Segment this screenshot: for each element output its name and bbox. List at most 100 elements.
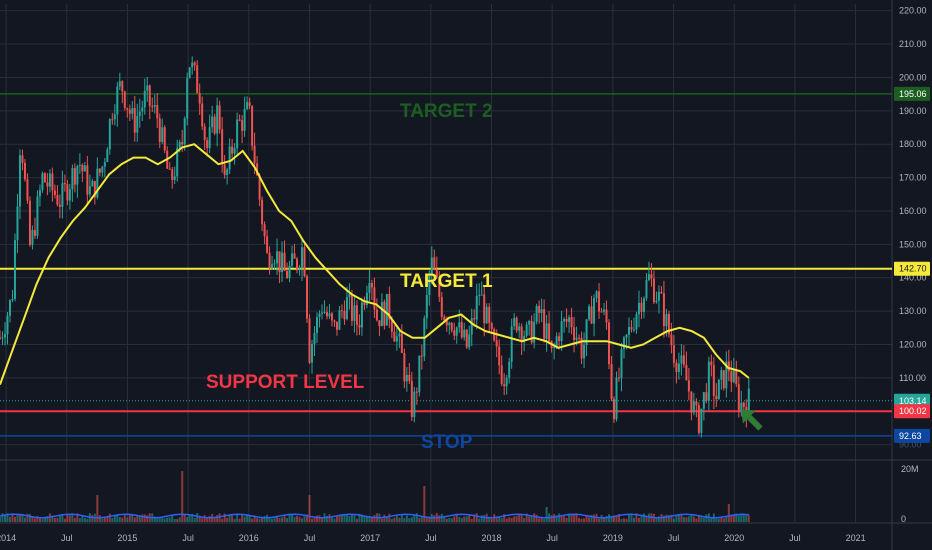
volume-bar — [365, 516, 368, 522]
candle-body — [568, 317, 571, 322]
volume-bar — [732, 515, 735, 522]
candle-body — [715, 395, 718, 400]
volume-bar — [136, 516, 139, 522]
svg-text:195.06: 195.06 — [899, 89, 927, 99]
volume-bar — [657, 516, 660, 522]
volume-bar — [692, 516, 695, 522]
candle-body — [0, 337, 1, 339]
volume-bar — [231, 515, 234, 522]
candle-body — [440, 296, 443, 317]
volume-bar — [603, 518, 606, 522]
candle-body — [266, 236, 269, 253]
candle-body — [286, 270, 289, 279]
volume-bar — [328, 514, 331, 522]
candle-body — [108, 119, 111, 150]
candle-body — [335, 321, 338, 330]
candle-body — [253, 145, 256, 164]
volume-bar — [553, 514, 556, 522]
candle-body — [513, 317, 516, 327]
candle-body — [258, 175, 261, 200]
candle-body — [682, 355, 685, 365]
candle-body — [405, 374, 408, 382]
volume-bar — [251, 518, 254, 522]
price-tick-label: 220.00 — [899, 6, 927, 16]
volume-bar — [630, 513, 633, 522]
candle-body — [343, 310, 346, 320]
candle-body — [103, 161, 106, 167]
volume-bar — [83, 517, 86, 522]
time-tick-label: 2018 — [481, 533, 501, 543]
candle-body — [473, 318, 476, 320]
volume-bar — [335, 515, 338, 522]
price-axis[interactable]: 90.00100.00110.00120.00130.00140.00150.0… — [894, 6, 930, 524]
candle-body — [595, 291, 598, 299]
volume-bar — [500, 518, 503, 522]
candle-body — [558, 336, 561, 342]
volume-bar — [705, 514, 708, 522]
volume-bar — [23, 517, 26, 522]
volume-bar — [742, 513, 745, 522]
volume-bar — [103, 516, 106, 522]
volume-bar — [583, 518, 586, 522]
candle-body — [181, 141, 184, 145]
time-axis[interactable]: 2014 Jul 2015 Jul 2016 Jul 2017 Jul 2018 Jul 2019 J… — [0, 533, 866, 543]
candle-body — [725, 361, 728, 389]
candle-body — [353, 305, 356, 321]
time-tick-label: 2015 — [117, 533, 137, 543]
volume-bar — [568, 513, 571, 522]
candle-body — [383, 302, 386, 326]
price-tick-label: 150.00 — [899, 239, 927, 249]
volume-bar — [301, 518, 304, 522]
volume-bar — [61, 514, 64, 522]
volume-bar — [161, 517, 164, 522]
time-tick-label: Jul — [425, 533, 437, 543]
candle-body — [128, 109, 131, 114]
volume-bar — [598, 518, 601, 522]
volume-bar — [627, 514, 630, 522]
candle-body — [156, 104, 159, 119]
volume-bar — [0, 517, 1, 522]
candle-body — [670, 334, 673, 346]
candle-body — [443, 316, 446, 321]
volume-bar — [253, 515, 256, 522]
volume-bar — [720, 517, 723, 522]
candle-body — [63, 183, 66, 185]
candle-body — [700, 408, 703, 433]
volume-bar — [206, 517, 209, 522]
candle-body — [687, 380, 690, 392]
volume-bar — [503, 514, 506, 522]
volume-bar — [153, 516, 156, 522]
volume-bar — [525, 513, 528, 522]
volume-bar — [268, 517, 271, 522]
volume-bar — [450, 518, 453, 522]
volume-bar — [443, 516, 446, 522]
candle-body — [720, 370, 723, 380]
volume-bar — [158, 517, 161, 522]
candle-body — [231, 146, 234, 154]
volume-bar — [133, 517, 136, 522]
candle-body — [178, 141, 181, 148]
candle-body — [695, 401, 698, 406]
volume-bar — [208, 515, 211, 522]
volume-bar — [413, 515, 416, 522]
candle-body — [680, 355, 683, 364]
svg-text:100.02: 100.02 — [899, 406, 927, 416]
volume-bar — [478, 518, 481, 522]
volume-bar — [538, 518, 541, 522]
volume-bar — [320, 518, 323, 522]
volume-bar — [368, 516, 371, 522]
candle-body — [221, 129, 224, 165]
candle-body — [398, 333, 401, 337]
candle-body — [340, 310, 343, 312]
candle-body — [133, 107, 136, 133]
candle-body — [278, 251, 281, 272]
volume-bar — [116, 514, 119, 522]
candle-body — [483, 294, 486, 324]
time-tick-label: 2021 — [846, 533, 866, 543]
volume-bar — [690, 514, 693, 522]
candle-body — [435, 269, 438, 278]
volume-bar — [141, 514, 144, 522]
candle-body — [320, 312, 323, 314]
volume-bar — [702, 517, 705, 522]
